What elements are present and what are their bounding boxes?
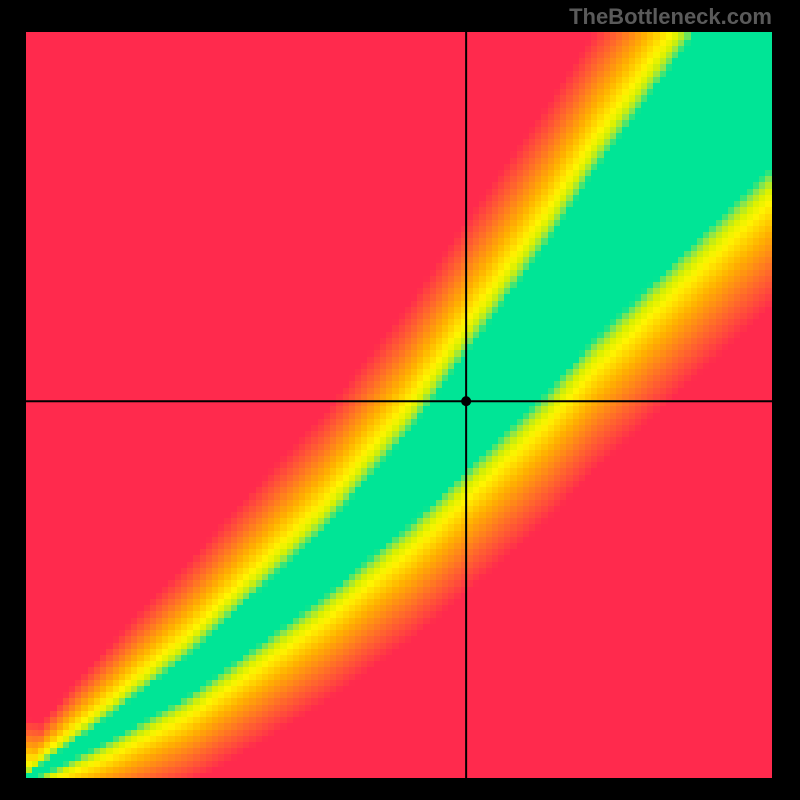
bottleneck-heatmap <box>26 32 772 778</box>
watermark-text: TheBottleneck.com <box>569 4 772 30</box>
